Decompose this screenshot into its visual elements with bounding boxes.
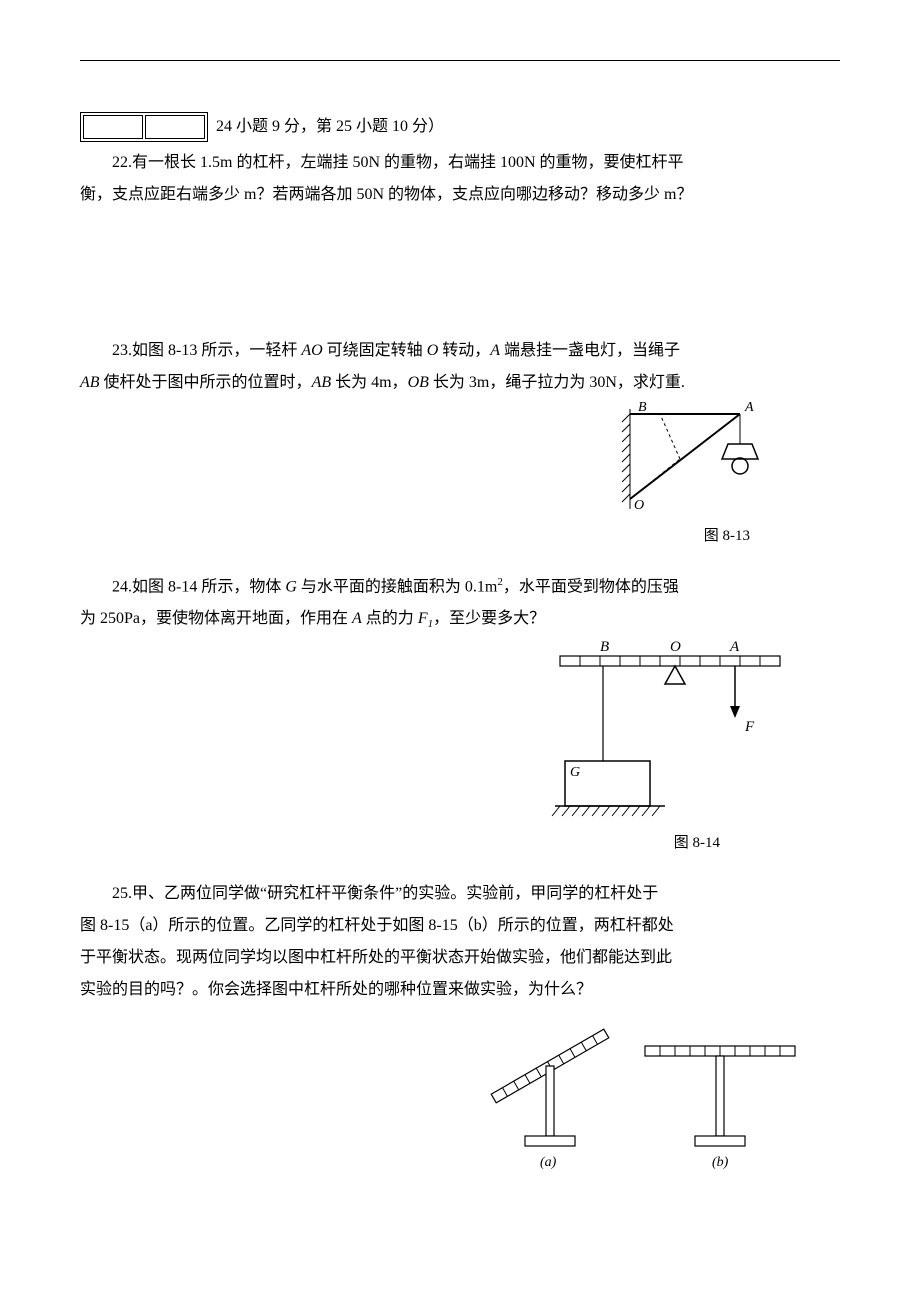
question-25: 25.甲、乙两位同学做“研究杠杆平衡条件”的实验。实验前，甲同学的杠杆处于 图 … xyxy=(80,878,840,1176)
svg-text:F: F xyxy=(744,719,755,735)
figure-8-14: B O A F G xyxy=(540,636,800,826)
fig-8-14-caption: 图 8-14 xyxy=(80,828,840,858)
intro-text: 24 小题 9 分，第 25 小题 10 分） xyxy=(216,118,444,135)
svg-text:A: A xyxy=(729,639,740,655)
q24-num: 24. xyxy=(112,578,132,595)
question-23: 23.如图 8-13 所示，一轻杆 AO 可绕固定转轴 O 转动，A 端悬挂一盏… xyxy=(80,335,840,551)
figure-8-13: B A O xyxy=(610,399,780,519)
svg-text:(b): (b) xyxy=(712,1155,729,1170)
work-space-22 xyxy=(80,211,840,331)
question-24: 24.如图 8-14 所示，物体 G 与水平面的接触面积为 0.1m2，水平面受… xyxy=(80,571,840,858)
svg-text:B: B xyxy=(600,639,609,655)
q25-num: 25. xyxy=(112,885,132,902)
fig-8-13-caption: 图 8-13 xyxy=(80,521,840,551)
q23-num: 23. xyxy=(112,342,132,359)
figure-8-15: (a) (b) xyxy=(470,1006,810,1176)
intro-line: 24 小题 9 分，第 25 小题 10 分） xyxy=(80,111,840,143)
q22-line2: 衡，支点应距右端多少 m？若两端各加 50N 的物体，支点应向哪边移动？移动多少… xyxy=(80,179,840,211)
q22-num: 22. xyxy=(112,154,132,171)
svg-text:O: O xyxy=(670,639,681,655)
svg-text:G: G xyxy=(570,765,580,780)
score-box xyxy=(80,112,208,142)
svg-text:(a): (a) xyxy=(540,1155,557,1170)
label-B: B xyxy=(638,400,647,415)
top-rule xyxy=(80,60,840,61)
question-22: 22.有一根长 1.5m 的杠杆，左端挂 50N 的重物，右端挂 100N 的重… xyxy=(80,147,840,211)
label-O: O xyxy=(634,498,644,513)
q22-line1: 有一根长 1.5m 的杠杆，左端挂 50N 的重物，右端挂 100N 的重物，要… xyxy=(132,154,684,171)
label-A: A xyxy=(744,400,754,415)
